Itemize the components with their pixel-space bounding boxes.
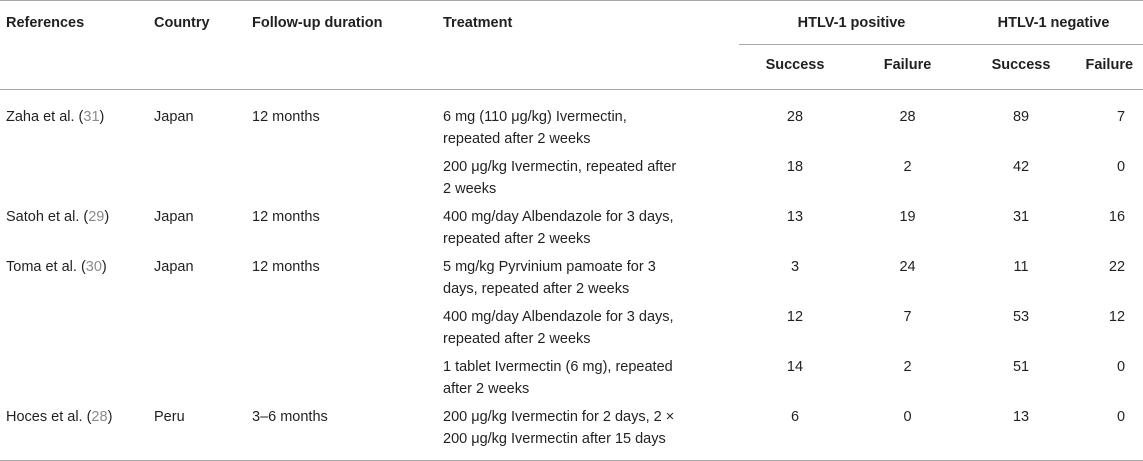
- treatment-cell: 200 μg/kg Ivermectin, repeated after 2 we…: [443, 159, 677, 197]
- negative-success-cell: 89: [1012, 109, 1030, 125]
- negative-failure-cell: 12: [1108, 309, 1126, 325]
- header-references: References: [0, 0, 148, 90]
- table-row: 400 mg/day Albendazole for 3 days, repeat…: [0, 303, 1143, 353]
- positive-success-cell: 12: [786, 309, 804, 325]
- positive-success-cell: 13: [786, 209, 804, 225]
- treatment-cell: 1 tablet Ivermectin (6 mg), repeated afte…: [443, 359, 673, 397]
- country-cell: Japan: [154, 209, 194, 225]
- reference-cell: Zaha et al. (31): [6, 109, 105, 125]
- treatment-cell: 400 mg/day Albendazole for 3 days, repeat…: [443, 209, 674, 247]
- positive-success-cell: 18: [786, 159, 804, 175]
- reference-cell: Hoces et al. (28): [0, 403, 148, 461]
- header-country: Country: [148, 0, 246, 90]
- treatment-cell: 200 μg/kg Ivermectin for 2 days, 2 × 200 …: [437, 403, 739, 461]
- negative-success-cell: 31: [1012, 209, 1030, 225]
- follow-up-cell: 3–6 months: [246, 403, 437, 461]
- follow-up-cell: 12 months: [252, 259, 320, 275]
- table-header: References Country Follow-up duration Tr…: [0, 0, 1143, 90]
- header-negative-failure: Failure: [1078, 44, 1143, 90]
- positive-success-cell: 28: [786, 109, 804, 125]
- country-cell: Peru: [148, 403, 246, 461]
- positive-failure-cell: 24: [899, 259, 916, 275]
- table-row: 200 μg/kg Ivermectin, repeated after 2 we…: [0, 153, 1143, 203]
- reference-cell: [0, 353, 148, 403]
- table-row: Hoces et al. (28) Peru 3–6 months 200 μg…: [0, 403, 1143, 461]
- positive-failure-cell: 7: [903, 309, 912, 325]
- table-row: Satoh et al. (29) Japan 12 months 400 mg…: [0, 203, 1143, 253]
- treatment-cell: 5 mg/kg Pyrvinium pamoate for 3 days, rep…: [443, 259, 656, 297]
- positive-failure-cell: 19: [899, 209, 916, 225]
- treatment-cell: 6 mg (110 μg/kg) Ivermectin, repeated aft…: [443, 109, 627, 147]
- header-negative-success: Success: [964, 44, 1079, 90]
- follow-up-cell: [246, 353, 437, 403]
- positive-failure-cell: 28: [899, 109, 916, 125]
- treatment-cell: 400 mg/day Albendazole for 3 days, repeat…: [443, 309, 674, 347]
- country-cell: [148, 153, 246, 203]
- negative-success-cell: 42: [1012, 159, 1030, 175]
- header-htlv-positive: HTLV-1 positive: [739, 0, 965, 45]
- positive-success-cell: 6: [739, 403, 851, 461]
- negative-failure-cell: 0: [1078, 403, 1143, 461]
- positive-failure-cell: 2: [903, 359, 912, 375]
- follow-up-cell: 12 months: [252, 109, 320, 125]
- header-htlv-negative: HTLV-1 negative: [964, 0, 1143, 45]
- positive-success-cell: 3: [790, 259, 800, 275]
- negative-failure-cell: 0: [1116, 159, 1126, 175]
- reference-cell: [0, 303, 148, 353]
- negative-success-cell: 51: [1012, 359, 1030, 375]
- citation-link[interactable]: 28: [91, 409, 108, 425]
- positive-failure-cell: 0: [851, 403, 965, 461]
- citation-link[interactable]: 30: [85, 259, 102, 275]
- follow-up-cell: [246, 303, 437, 353]
- reference-cell: [0, 153, 148, 203]
- header-positive-failure: Failure: [851, 44, 965, 90]
- country-cell: Japan: [154, 259, 194, 275]
- country-cell: [148, 353, 246, 403]
- table-row: Zaha et al. (31) Japan 12 months 6 mg (1…: [0, 90, 1143, 154]
- follow-up-cell: 12 months: [252, 209, 320, 225]
- citation-link[interactable]: 31: [83, 109, 100, 125]
- negative-success-cell: 11: [1013, 259, 1029, 275]
- negative-failure-cell: 0: [1116, 359, 1126, 375]
- table-body: Zaha et al. (31) Japan 12 months 6 mg (1…: [0, 90, 1143, 461]
- table-row: 1 tablet Ivermectin (6 mg), repeated afte…: [0, 353, 1143, 403]
- reference-cell: Satoh et al. (29): [6, 209, 110, 225]
- country-cell: Japan: [154, 109, 194, 125]
- follow-up-cell: [246, 153, 437, 203]
- reference-cell: Toma et al. (30): [6, 259, 107, 275]
- table-row: Toma et al. (30) Japan 12 months 5 mg/kg…: [0, 253, 1143, 303]
- negative-failure-cell: 22: [1108, 259, 1126, 275]
- positive-failure-cell: 2: [903, 159, 912, 175]
- positive-success-cell: 14: [786, 359, 804, 375]
- negative-success-cell: 13: [964, 403, 1079, 461]
- header-positive-success: Success: [739, 44, 851, 90]
- negative-failure-cell: 7: [1116, 109, 1126, 125]
- negative-success-cell: 53: [1012, 309, 1030, 325]
- country-cell: [148, 303, 246, 353]
- header-follow-up: Follow-up duration: [246, 0, 437, 90]
- citation-link[interactable]: 29: [88, 209, 105, 225]
- header-treatment: Treatment: [437, 0, 739, 90]
- negative-failure-cell: 16: [1108, 209, 1126, 225]
